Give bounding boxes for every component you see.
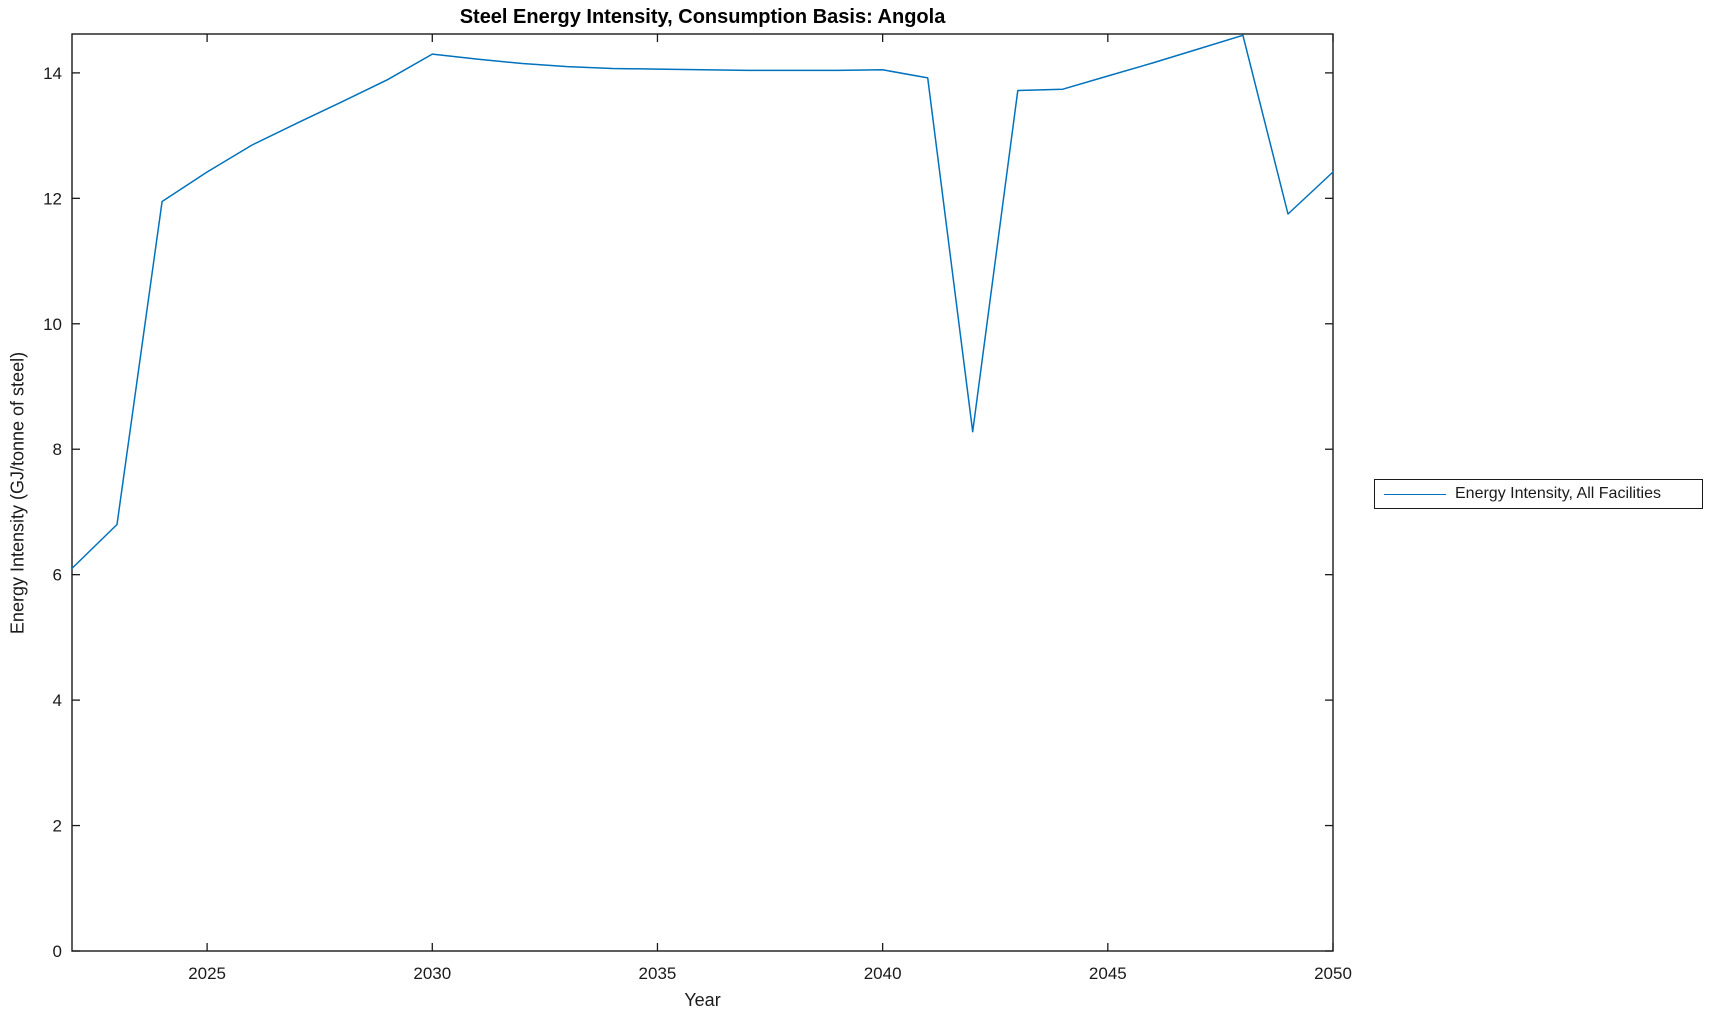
y-tick-label: 2 (53, 817, 62, 836)
x-axis-label: Year (684, 990, 721, 1010)
x-tick-label: 2025 (188, 964, 226, 983)
legend-entry-label: Energy Intensity, All Facilities (1455, 485, 1662, 502)
x-tick-label: 2045 (1089, 964, 1127, 983)
legend: Energy Intensity, All Facilities (1374, 479, 1703, 509)
x-tick-label: 2040 (864, 964, 902, 983)
y-tick-label: 8 (53, 440, 62, 459)
y-tick-label: 6 (53, 566, 62, 585)
x-tick-label: 2050 (1314, 964, 1352, 983)
x-tick-label: 2035 (639, 964, 677, 983)
x-tick-label: 2030 (413, 964, 451, 983)
y-tick-label: 10 (43, 315, 62, 334)
series-line (71, 34, 1334, 570)
legend-line-sample-icon (1384, 493, 1446, 495)
y-tick-label: 12 (43, 189, 62, 208)
y-tick-label: 4 (53, 691, 62, 710)
y-tick-label: 0 (53, 942, 62, 961)
y-tick-label: 14 (43, 64, 62, 83)
axes-box (71, 33, 1334, 952)
chart-title: Steel Energy Intensity, Consumption Basi… (459, 6, 946, 28)
